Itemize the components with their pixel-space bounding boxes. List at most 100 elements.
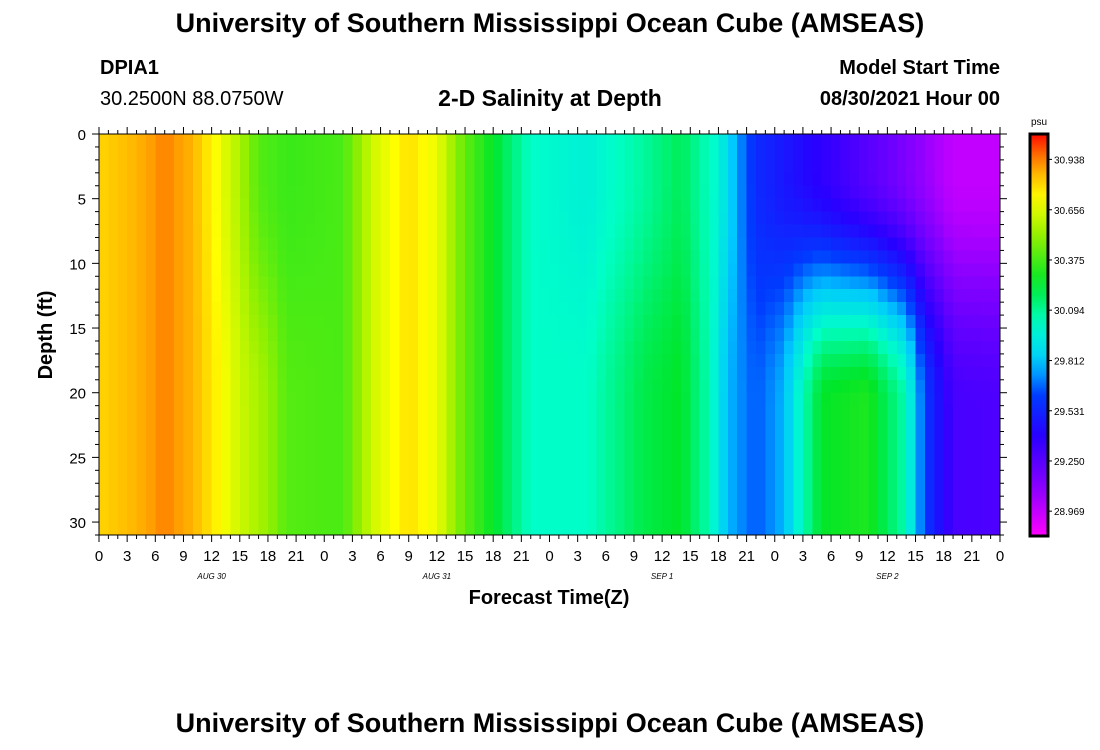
heatmap-cell bbox=[774, 405, 785, 420]
heatmap-cell bbox=[155, 302, 166, 316]
heatmap-cell bbox=[343, 289, 354, 303]
heatmap-cell bbox=[399, 146, 410, 161]
heatmap-cell bbox=[333, 509, 344, 523]
heatmap-cell bbox=[943, 328, 954, 342]
heatmap-cell bbox=[831, 353, 842, 368]
heatmap-cell bbox=[483, 211, 494, 226]
heatmap-cell bbox=[849, 289, 860, 303]
heatmap-cell bbox=[380, 509, 391, 523]
heatmap-cell bbox=[333, 250, 344, 264]
heatmap-cell bbox=[540, 159, 551, 174]
heatmap-cell bbox=[389, 289, 400, 303]
heatmap-cell bbox=[643, 405, 654, 420]
heatmap-cell bbox=[324, 315, 335, 329]
heatmap-cell bbox=[652, 172, 663, 187]
heatmap-cell bbox=[906, 509, 917, 523]
heatmap-cell bbox=[305, 263, 316, 277]
heatmap-cell bbox=[990, 146, 1001, 161]
heatmap-cell bbox=[662, 250, 673, 264]
heatmap-cell bbox=[643, 366, 654, 381]
heatmap-cell bbox=[633, 237, 644, 252]
heatmap-cell bbox=[962, 392, 973, 407]
heatmap-cell bbox=[99, 457, 109, 471]
heatmap-cell bbox=[765, 237, 776, 252]
heatmap-cell bbox=[718, 509, 729, 523]
heatmap-cell bbox=[662, 159, 673, 174]
heatmap-cell bbox=[802, 250, 813, 264]
heatmap-cell bbox=[971, 134, 982, 148]
heatmap-cell bbox=[436, 340, 447, 355]
heatmap-cell bbox=[915, 302, 926, 316]
heatmap-cell bbox=[840, 172, 851, 187]
heatmap-cell bbox=[108, 198, 119, 213]
heatmap-cell bbox=[633, 483, 644, 497]
heatmap-cell bbox=[136, 237, 147, 252]
heatmap-cell bbox=[267, 134, 278, 148]
heatmap-cell bbox=[662, 302, 673, 316]
heatmap-cell bbox=[155, 276, 166, 290]
heatmap-cell bbox=[671, 198, 682, 213]
heatmap-cell bbox=[145, 146, 156, 161]
heatmap-cell bbox=[765, 185, 776, 200]
x-tick-label: 6 bbox=[151, 548, 159, 565]
x-tick-label: 21 bbox=[738, 548, 755, 565]
heatmap-cell bbox=[352, 379, 363, 394]
heatmap-cell bbox=[230, 457, 241, 471]
heatmap-cell bbox=[380, 289, 391, 303]
heatmap-cell bbox=[953, 237, 964, 252]
heatmap-cell bbox=[849, 302, 860, 316]
heatmap-cell bbox=[615, 431, 626, 446]
heatmap-cell bbox=[521, 198, 532, 213]
heatmap-cell bbox=[924, 185, 935, 200]
heatmap-cell bbox=[408, 353, 419, 368]
x-tick-label: 9 bbox=[179, 548, 187, 565]
heatmap-cell bbox=[408, 263, 419, 277]
heatmap-cell bbox=[502, 185, 513, 200]
x-tick-label: 9 bbox=[405, 548, 413, 565]
heatmap-cell bbox=[436, 250, 447, 264]
heatmap-cell bbox=[127, 315, 138, 329]
heatmap-cell bbox=[277, 276, 288, 290]
heatmap-cell bbox=[737, 457, 748, 471]
heatmap-cell bbox=[249, 444, 260, 458]
heatmap-cell bbox=[136, 353, 147, 368]
heatmap-cell bbox=[934, 302, 945, 316]
heatmap-cell bbox=[887, 172, 898, 187]
heatmap-cell bbox=[267, 392, 278, 407]
heatmap-cell bbox=[521, 340, 532, 355]
footer-title: University of Southern Mississippi Ocean… bbox=[175, 708, 925, 738]
heatmap-cell bbox=[802, 328, 813, 342]
heatmap-cell bbox=[727, 418, 738, 433]
heatmap-cell bbox=[774, 522, 785, 536]
heatmap-cell bbox=[521, 353, 532, 368]
heatmap-cell bbox=[455, 405, 466, 420]
heatmap-cell bbox=[877, 405, 888, 420]
heatmap-cell bbox=[962, 366, 973, 381]
heatmap-cell bbox=[408, 470, 419, 484]
heatmap-cell bbox=[877, 470, 888, 484]
heatmap-cell bbox=[446, 496, 457, 510]
model-start-value: 08/30/2021 Hour 00 bbox=[819, 88, 1000, 110]
heatmap-cell bbox=[840, 418, 851, 433]
heatmap-cell bbox=[953, 470, 964, 484]
heatmap-cell bbox=[483, 185, 494, 200]
heatmap-cell bbox=[211, 172, 222, 187]
heatmap-cell bbox=[831, 289, 842, 303]
heatmap-cell bbox=[896, 224, 907, 239]
heatmap-cell bbox=[709, 315, 720, 329]
heatmap-cell bbox=[690, 302, 701, 316]
heatmap-cell bbox=[192, 328, 203, 342]
heatmap-cell bbox=[577, 340, 588, 355]
heatmap-cell bbox=[587, 237, 598, 252]
heatmap-cell bbox=[577, 315, 588, 329]
y-tick-label: 20 bbox=[69, 386, 86, 403]
heatmap-cell bbox=[718, 172, 729, 187]
heatmap-cell bbox=[343, 379, 354, 394]
heatmap-cell bbox=[99, 366, 109, 381]
heatmap-cell bbox=[624, 302, 635, 316]
heatmap-cell bbox=[99, 263, 109, 277]
colorbar-tick-label: 30.656 bbox=[1054, 206, 1085, 217]
heatmap-cell bbox=[568, 366, 579, 381]
heatmap-cell bbox=[145, 405, 156, 420]
heatmap-cell bbox=[221, 146, 231, 161]
